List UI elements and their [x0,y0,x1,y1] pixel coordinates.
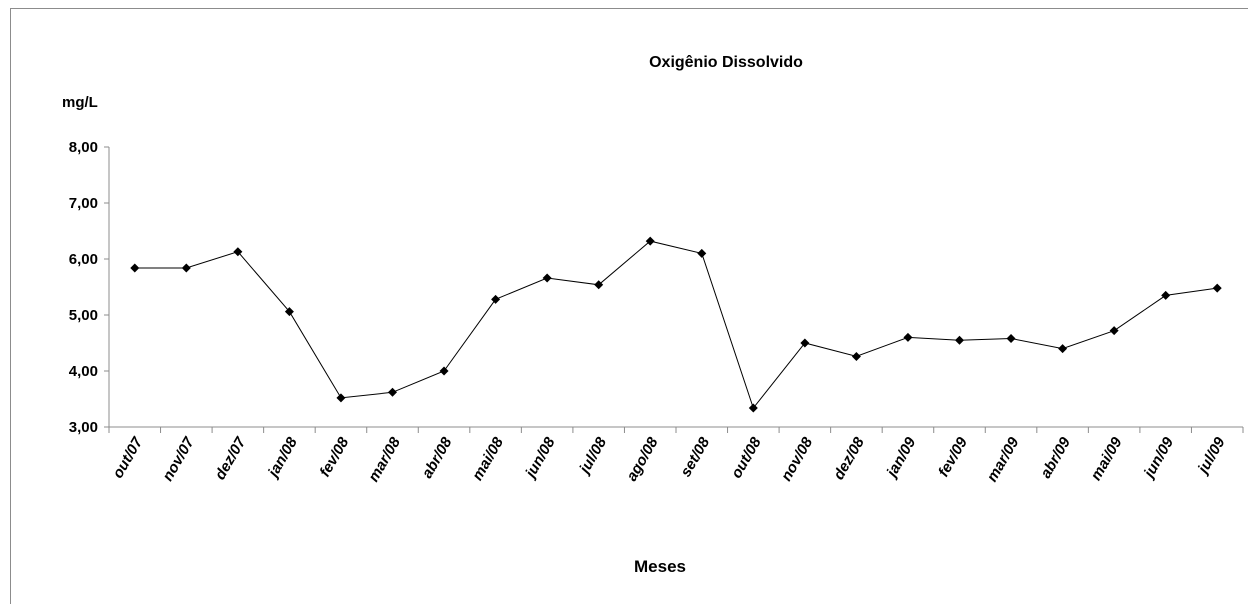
y-axis-label: mg/L [62,94,98,111]
chart-frame [10,8,1248,604]
y-tick-label: 5,00 [69,307,98,324]
x-tick-label: set/08 [677,434,713,480]
x-tick-label: nov/07 [159,434,198,484]
data-point [284,307,294,317]
x-axis-label: Meses [634,557,686,576]
x-tick-label: abr/08 [419,434,456,481]
x-tick-label: jun/08 [521,434,559,482]
data-point [542,273,552,283]
x-tick-label: dez/07 [212,434,250,483]
data-point [645,236,655,246]
y-tick-label: 3,00 [69,419,98,436]
data-point [1058,344,1068,354]
data-point [800,338,810,348]
data-point [697,248,707,258]
data-point [748,403,758,413]
data-point [491,294,501,304]
axes [108,147,1243,428]
y-tick-label: 8,00 [69,139,98,156]
data-point [439,366,449,376]
x-tick-label: out/08 [728,434,765,481]
chart-title: Oxigênio Dissolvido [649,54,803,71]
x-tick-label: jul/09 [1194,434,1229,478]
data-point [233,247,243,257]
data-point [1109,326,1119,336]
x-tick-label: jan/08 [264,434,301,482]
data-point [851,351,861,361]
data-point [1006,334,1016,344]
data-point [130,263,140,273]
x-tick-label: jul/08 [575,434,610,478]
x-tick-label: fev/08 [316,434,352,480]
y-tick-label: 6,00 [69,251,98,268]
x-tick-label: out/07 [109,434,146,481]
x-tick-label: fev/09 [935,434,971,480]
x-tick-label: mar/09 [984,434,1023,485]
data-point [594,280,604,290]
y-ticks: 3,00 4,00 5,00 6,00 7,00 8,00 [69,139,109,436]
y-tick-label: 7,00 [69,195,98,212]
data-point [181,263,191,273]
x-tick-label: dez/08 [830,434,868,483]
data-point [903,332,913,342]
data-point [336,393,346,403]
x-tick-label: mai/08 [469,434,507,484]
data-point [388,387,397,397]
data-point [955,335,964,345]
x-tick-label: ago/08 [623,434,662,484]
x-tick-label: abr/09 [1037,434,1074,481]
data-point [1212,283,1222,293]
x-tick-label: mar/08 [365,434,404,485]
data-points [130,236,1222,413]
x-tick-label: jun/09 [1140,434,1178,482]
data-point [1161,290,1171,300]
y-tick-label: 4,00 [69,363,98,380]
series-line [134,240,1218,410]
x-tick-label: mai/09 [1088,434,1126,484]
x-ticks: out/07 nov/07 dez/07 jan/08 fev/08 mar/08 abr/… [108,427,1244,485]
x-tick-label: jan/09 [882,434,919,482]
x-tick-label: nov/08 [778,434,817,484]
